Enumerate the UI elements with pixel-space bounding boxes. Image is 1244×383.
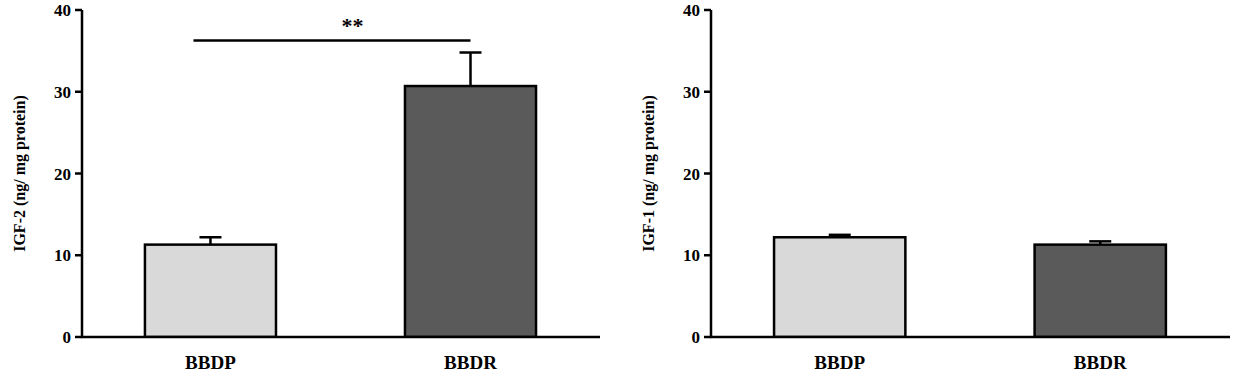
bar — [405, 86, 536, 337]
y-tick-label: 0 — [63, 328, 72, 347]
error-cap — [829, 234, 851, 237]
significance-line — [193, 39, 470, 42]
error-bar — [460, 53, 482, 87]
y-tick-label: 30 — [683, 83, 700, 102]
y-tick-label: 10 — [54, 246, 71, 265]
annotation: ** — [341, 13, 363, 38]
bars — [774, 235, 1166, 337]
y-tick-label: 0 — [692, 328, 701, 347]
y-axis-label: IGF-2 (ng/ mg protein) — [11, 95, 29, 252]
bar — [145, 245, 276, 337]
x-axis — [81, 336, 600, 339]
x-tick-label: BBDP — [185, 352, 236, 373]
y-tick — [75, 254, 82, 257]
y-tick-label: 30 — [54, 83, 71, 102]
error-line — [469, 53, 472, 87]
error-cap — [1089, 240, 1111, 243]
y-tick — [704, 9, 711, 12]
bar — [774, 237, 905, 337]
bars — [145, 53, 536, 337]
y-axis-label: IGF-1 (ng/ mg protein) — [640, 95, 658, 252]
error-bar — [199, 237, 221, 244]
y-tick-label: 10 — [683, 246, 700, 265]
y-tick-label: 40 — [54, 1, 71, 20]
x-tick-label: BBDR — [1074, 352, 1127, 373]
y-tick — [75, 9, 82, 12]
y-tick-label: 20 — [683, 165, 700, 184]
y-tick — [704, 336, 711, 339]
figure: 0 10 20 30 40 BBDP BBDR IGF-2 (ng/ mg protein) *… — [0, 0, 1244, 383]
x-axis — [710, 336, 1230, 339]
y-tick — [704, 172, 711, 175]
bar — [1035, 245, 1166, 337]
y-tick — [75, 172, 82, 175]
x-tick-label: BBDP — [814, 352, 865, 373]
error-cap — [460, 51, 482, 54]
y-tick — [704, 254, 711, 257]
y-tick — [75, 91, 82, 94]
panel: 0 10 20 30 40 BBDP BBDR IGF-1 (ng/ mg protein) — [640, 1, 1230, 373]
panel: 0 10 20 30 40 BBDP BBDR IGF-2 (ng/ mg protein) *… — [11, 1, 600, 373]
y-tick-label: 20 — [54, 165, 71, 184]
y-tick — [75, 336, 82, 339]
y-tick-label: 40 — [683, 1, 700, 20]
error-bar — [1089, 241, 1111, 244]
x-tick-label: BBDR — [444, 352, 497, 373]
y-tick — [704, 91, 711, 94]
error-bar — [829, 235, 851, 237]
error-cap — [199, 236, 221, 239]
